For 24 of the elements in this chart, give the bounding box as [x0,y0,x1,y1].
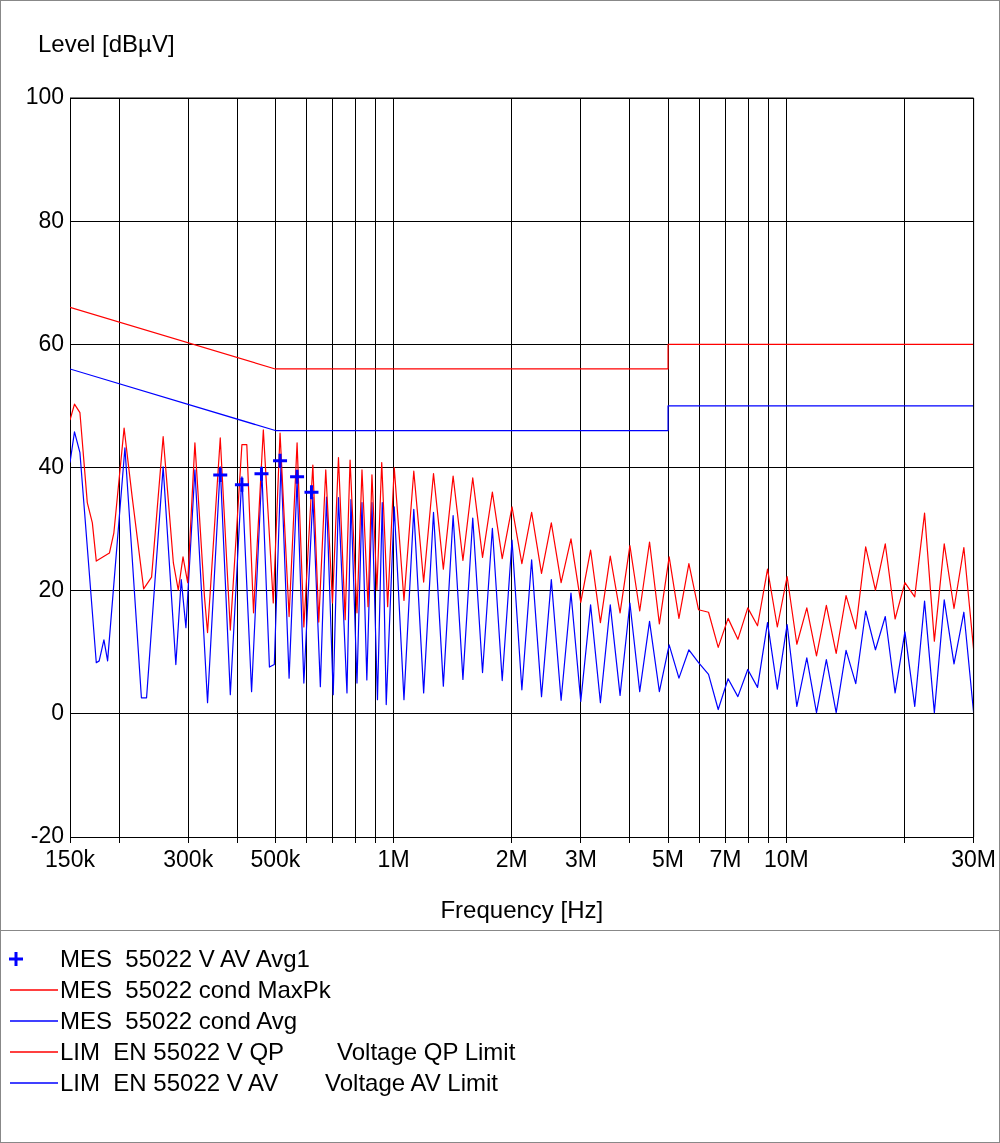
x-tick-label: 500k [250,846,301,873]
legend-label: LIM EN 55022 V QP Voltage QP Limit [60,1037,516,1066]
y-tick-label: 40 [38,452,64,479]
x-tick-label: 1M [377,846,410,873]
x-tick-label: 300k [163,846,214,873]
y-axis-title: Level [dBµV] [38,30,175,58]
x-tick-label: 5M [652,846,685,873]
legend-label: MES 55022 cond MaxPk [60,975,331,1004]
x-tick-label: 3M [564,846,597,873]
legend-label: MES 55022 cond Avg [60,1006,298,1035]
x-tick-label: 150k [45,846,96,873]
legend-label: MES 55022 V AV Avg1 [60,944,310,973]
x-tick-label: 10M [763,846,809,873]
x-tick-label: 30M [951,846,996,873]
y-tick-label: 80 [38,206,64,233]
y-tick-label: 20 [38,576,64,603]
x-tick-label: 7M [709,846,742,873]
x-axis-title: Frequency [Hz] [440,896,604,924]
y-tick-label: 0 [51,699,64,726]
legend-label: LIM EN 55022 V AV Voltage AV Limit [60,1068,499,1097]
y-tick-label: -20 [30,822,64,849]
x-tick-label: 2M [495,846,528,873]
y-tick-label: 100 [25,83,64,110]
y-tick-label: 60 [38,329,64,356]
